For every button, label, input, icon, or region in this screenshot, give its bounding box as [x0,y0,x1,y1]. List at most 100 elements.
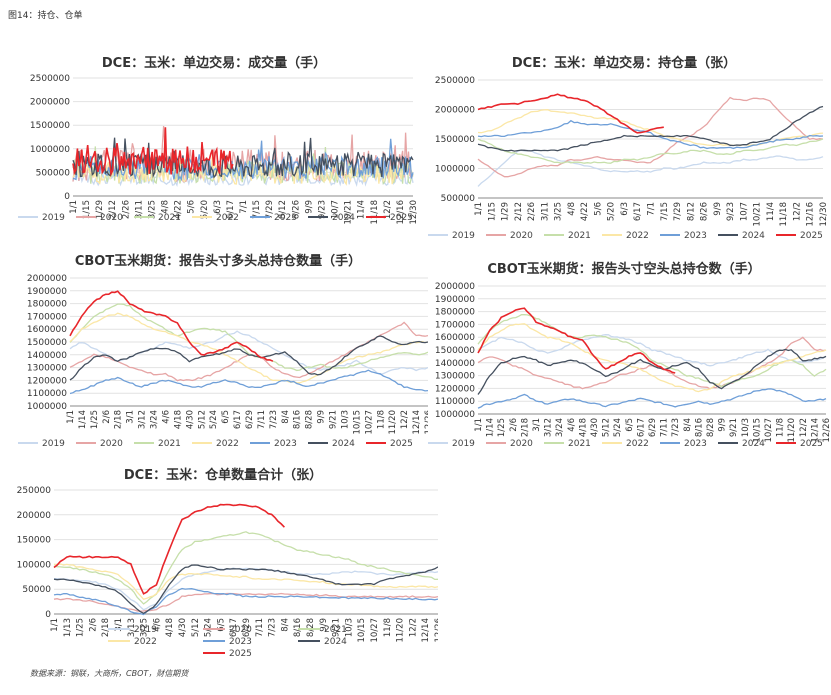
series-line-2021 [477,138,824,164]
x-tick-label: 7/11 [257,410,267,429]
x-tick-label: 10/21 [753,202,763,227]
legend-label: 2020 [510,231,533,241]
x-tick-label: 10/7 [739,202,749,221]
x-tick-label: 3/12 [138,410,148,429]
chart-panel-cbot-short: CBOT玉米期货：报告头寸空头总持仓数（手） 1000000 1100000 120… [418,256,830,456]
x-tick-label: 12/2 [408,618,418,637]
x-tick-label: 3/25 [140,618,150,637]
x-tick-label: 1/1 [474,418,484,432]
y-tick-label: 1900000 [27,287,67,297]
x-tick-label: 4/18 [578,418,588,437]
series-line-2023 [53,587,438,616]
x-tick-label: 2/6 [88,618,98,632]
legend-label: 2022 [216,439,239,449]
x-tick-label: 7/23 [269,410,279,429]
chart-svg: 0 50000 100000 150000 200000 250000 1/1 1/13 1/2… [17,486,438,659]
x-tick-label: 10/27 [764,418,774,443]
x-tick-label: 1/25 [497,418,507,437]
legend-label: 2019 [452,439,475,449]
legend-label: 2025 [229,649,252,659]
legend-label: 2020 [510,439,533,449]
x-tick-label: 6/17 [633,202,643,221]
x-tick-label: 8/4 [281,410,291,424]
x-tick-label: 6/5 [221,410,231,424]
x-tick-label: 12/2 [799,418,809,437]
x-tick-label: 1/15 [487,202,497,221]
x-tick-label: 5/12 [191,618,201,637]
x-tick-label: 12/26 [434,618,438,643]
legend-label: 2022 [626,231,649,241]
x-tick-label: 8/12 [278,200,288,219]
x-tick-label: 2/18 [114,410,124,429]
x-tick-label: 7/15 [660,202,670,221]
x-tick-label: 12/14 [412,410,422,435]
y-tick-label: 1600000 [435,333,475,343]
y-tick-label: 1400000 [435,359,475,369]
chart-svg: 500000 1000000 1500000 2000000 2500000 1/1 1/1… [428,76,829,241]
series-line-2023 [477,119,824,150]
x-tick-label: 3/25 [554,202,564,221]
y-tick-label: 100000 [17,560,52,570]
y-tick-label: 1700000 [435,320,475,330]
x-tick-label: 5/20 [607,202,617,221]
x-tick-label: 8/16 [293,410,303,429]
x-tick-label: 6/29 [245,410,255,429]
x-tick-label: 8/26 [700,202,710,221]
y-tick-label: 1600000 [27,325,67,335]
chart-title: CBOT玉米期货：报告头寸多头总持仓数量（手） [74,254,362,269]
x-tick-label: 9/23 [726,202,736,221]
y-tick-label: 50000 [22,585,51,595]
x-tick-label: 6/17 [229,618,239,637]
x-tick-label: 11/8 [776,418,786,437]
legend-label: 2019 [452,231,475,241]
x-tick-label: 3/11 [540,202,550,221]
legend-label: 2021 [158,213,181,223]
x-tick-label: 8/4 [683,418,693,432]
x-tick-label: 7/23 [268,618,278,637]
x-tick-label: 8/16 [293,618,303,637]
x-tick-label: 3/1 [114,618,124,632]
legend-label: 2023 [274,439,297,449]
x-tick-label: 10/15 [352,410,362,435]
x-tick-label: 9/9 [718,418,728,432]
y-tick-label: 1000000 [27,402,67,412]
x-tick-label: 6/3 [620,202,630,216]
x-tick-label: 4/18 [165,618,175,637]
x-tick-label: 1/14 [486,418,496,437]
series-line-2022 [69,312,428,384]
series-line-2023 [69,369,428,395]
y-tick-label: 2500000 [30,74,70,84]
x-tick-label: 11/18 [779,202,789,227]
legend-label: 2019 [42,439,65,449]
x-tick-label: 8/28 [306,618,316,637]
x-tick-label: 12/14 [810,418,820,443]
x-tick-label: 12/26 [424,410,428,435]
x-tick-label: 8/12 [686,202,696,221]
chart-title: DCE：玉米：仓单数量合计（张） [123,468,323,483]
y-tick-label: 1200000 [27,376,67,386]
series-line-2019 [72,166,414,188]
x-tick-label: 12/30 [819,202,829,227]
legend-label: 2024 [742,231,765,241]
x-tick-label: 5/12 [602,418,612,437]
y-tick-label: 250000 [17,486,52,496]
x-tick-label: 1/29 [95,200,105,219]
legend-label: 2024 [332,213,355,223]
x-tick-label: 3/25 [147,200,157,219]
y-tick-label: 1700000 [27,312,67,322]
series-line-2022 [54,563,438,601]
series-line-2023 [477,388,827,409]
x-tick-label: 11/20 [388,410,398,435]
x-tick-label: 4/30 [590,418,600,437]
y-tick-label: 0 [45,610,51,620]
x-tick-label: 7/1 [647,202,657,216]
x-tick-label: 5/24 [204,618,214,637]
chart-panel-warehouse-receipts: DCE：玉米：仓单数量合计（张） 0 50000 100000 150000 20000… [8,462,438,662]
series-line-2025 [53,503,285,595]
legend-label: 2019 [134,625,157,635]
x-tick-label: 10/3 [344,618,354,637]
y-tick-label: 1900000 [435,295,475,305]
legend-label: 2023 [684,231,707,241]
legend-label: 2019 [42,213,65,223]
x-tick-label: 10/7 [331,200,341,219]
